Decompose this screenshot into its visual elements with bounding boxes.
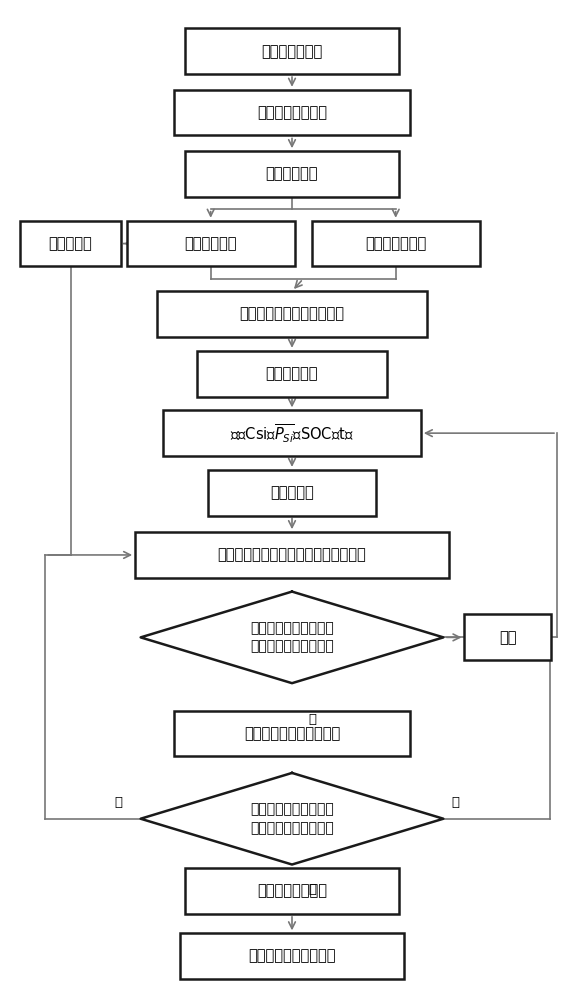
FancyBboxPatch shape (464, 614, 551, 660)
Text: 确定系统最优控制策略: 确定系统最优控制策略 (248, 949, 336, 964)
Text: 调用峰平谷电价: 调用峰平谷电价 (365, 236, 426, 251)
Text: 变量Csi、$\overline{P_{Si}}$、SOC（t）: 变量Csi、$\overline{P_{Si}}$、SOC（t） (230, 422, 354, 445)
Text: 回收期是否达到期待或
迭代次数是否达到最大: 回收期是否达到期待或 迭代次数是否达到最大 (250, 803, 334, 835)
FancyBboxPatch shape (186, 151, 398, 197)
Text: 确定系统最优配置: 确定系统最优配置 (257, 884, 327, 899)
Text: 调用模型及模型参数，计算最小回收期: 调用模型及模型参数，计算最小回收期 (218, 547, 366, 562)
Text: 统计负荷峰值: 统计负荷峰值 (266, 366, 318, 381)
FancyBboxPatch shape (180, 933, 404, 979)
Text: 导入对应负荷数据: 导入对应负荷数据 (257, 105, 327, 120)
FancyBboxPatch shape (135, 532, 449, 578)
Text: 选择、交叉、计算适应度: 选择、交叉、计算适应度 (244, 726, 340, 741)
FancyBboxPatch shape (186, 868, 398, 914)
Text: 否: 否 (309, 713, 317, 726)
FancyBboxPatch shape (174, 711, 410, 756)
Text: 带有季节特性的典型日负荷: 带有季节特性的典型日负荷 (239, 307, 345, 322)
Polygon shape (141, 592, 443, 683)
FancyBboxPatch shape (312, 221, 480, 266)
Text: 导入变压器信息: 导入变压器信息 (262, 44, 322, 59)
FancyBboxPatch shape (127, 221, 295, 266)
FancyBboxPatch shape (163, 410, 421, 456)
FancyBboxPatch shape (208, 470, 376, 516)
Text: 种群初始化: 种群初始化 (270, 485, 314, 500)
Text: 否: 否 (452, 796, 460, 809)
FancyBboxPatch shape (186, 28, 398, 74)
Text: 调用聚类算法: 调用聚类算法 (266, 166, 318, 181)
FancyBboxPatch shape (20, 221, 121, 266)
Text: 变异: 变异 (499, 630, 517, 645)
Polygon shape (141, 773, 443, 865)
Text: 回收期是否达到期待或
迭代次数是否达到最大: 回收期是否达到期待或 迭代次数是否达到最大 (250, 621, 334, 654)
FancyBboxPatch shape (174, 90, 410, 135)
Text: 负荷数据分析: 负荷数据分析 (185, 236, 237, 251)
FancyBboxPatch shape (158, 291, 426, 337)
Text: 是: 是 (309, 883, 317, 896)
Text: 月最大需量: 月最大需量 (48, 236, 92, 251)
Text: 是: 是 (114, 796, 122, 809)
FancyBboxPatch shape (197, 351, 387, 397)
